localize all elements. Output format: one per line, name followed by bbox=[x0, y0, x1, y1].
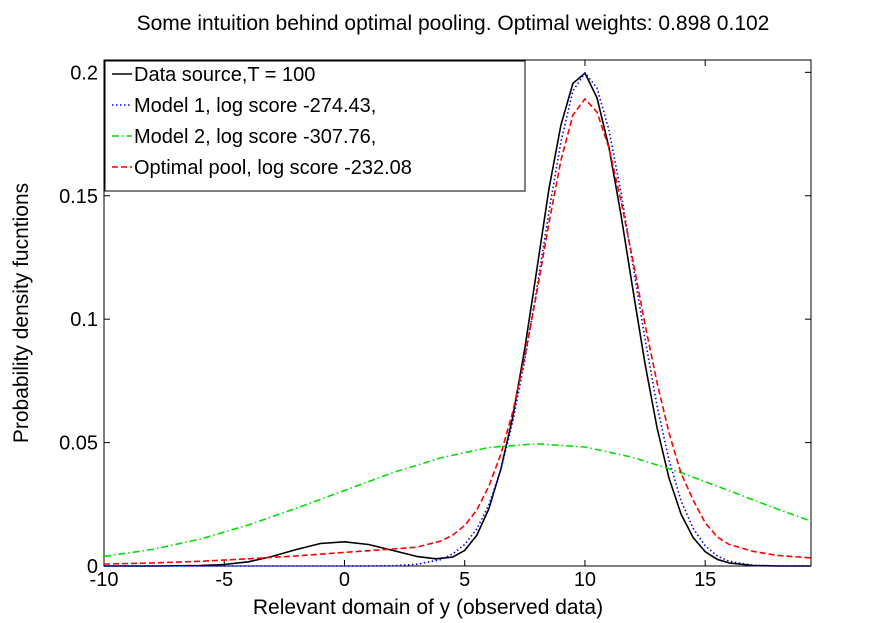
x-tick-label: 10 bbox=[574, 569, 596, 591]
x-tick-label: 15 bbox=[694, 569, 716, 591]
x-axis-label: Relevant domain of y (observed data) bbox=[253, 596, 603, 619]
y-tick-label: 0 bbox=[87, 556, 98, 578]
y-tick-label: 0.05 bbox=[59, 433, 98, 455]
legend-label-2: Model 1, log score -274.43, bbox=[134, 95, 376, 117]
series-lines bbox=[103, 72, 812, 567]
chart-title: Some intuition behind optimal pooling. O… bbox=[137, 12, 770, 35]
legend-label-3: Model 2, log score -307.76, bbox=[134, 126, 376, 148]
legend-box bbox=[104, 60, 526, 192]
legend-label-1: Data source,T = 100 bbox=[134, 64, 315, 86]
x-tick-label: -5 bbox=[215, 569, 233, 591]
legend-label-4: Optimal pool, log score -232.08 bbox=[134, 157, 412, 179]
y-axis-label: Probability density fucntions bbox=[10, 183, 33, 443]
series-line-3 bbox=[103, 442, 812, 558]
y-tick-label: 0.2 bbox=[70, 62, 98, 84]
x-tick-label: 0 bbox=[339, 569, 350, 591]
y-tick-label: 0.15 bbox=[59, 186, 98, 208]
x-tick-label: -10 bbox=[90, 569, 119, 591]
series-line-1 bbox=[104, 72, 811, 567]
series-line-4 bbox=[103, 98, 812, 565]
legend: Data source,T = 100 Model 1, log score -2… bbox=[104, 60, 526, 192]
series-line-2 bbox=[104, 72, 812, 567]
x-tick-label: 5 bbox=[459, 569, 470, 591]
y-tick-label: 0.1 bbox=[70, 309, 98, 331]
axis-ticks: -10 -5 0 5 10 15 0 0.05 0.1 0.15 0.2 bbox=[59, 60, 811, 591]
